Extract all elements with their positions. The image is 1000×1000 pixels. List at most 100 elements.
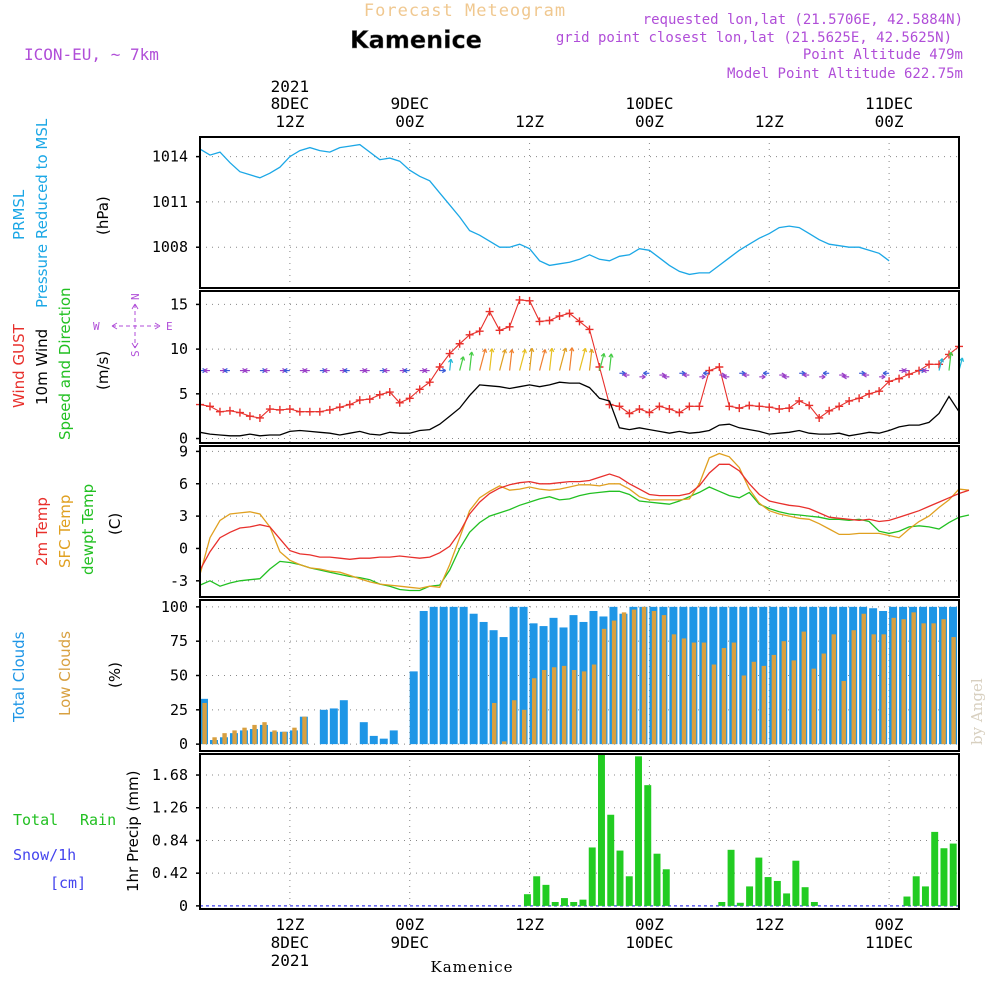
wind-line	[199, 381, 960, 437]
wind-arrow	[449, 359, 452, 371]
wind-arrow-head	[742, 372, 748, 378]
low-cloud-bar	[242, 727, 247, 745]
low-cloud-bar	[651, 610, 657, 745]
total-cloud-bar	[489, 630, 498, 745]
gust-point	[465, 330, 474, 339]
wind-arrow-head	[608, 353, 614, 358]
top-axis-date: 8DEC	[271, 94, 310, 113]
temp-ytick-label: -3	[170, 572, 188, 590]
wind-arrow-head	[938, 358, 944, 363]
temp-ytick-label: 9	[179, 442, 188, 460]
low-cloud-bar	[531, 678, 537, 745]
wind-arrow-head	[842, 374, 847, 380]
wind-arrow	[489, 348, 493, 371]
wind-arrow-head	[482, 348, 488, 353]
top-axis-hour: 12Z	[275, 112, 304, 131]
gust-point	[335, 403, 344, 412]
gust-point	[865, 389, 874, 398]
bottom-axis-hour: 12Z	[275, 915, 304, 934]
bottom-axis-hour: 00Z	[875, 915, 904, 934]
wind-arrow-head	[821, 374, 826, 380]
total-cloud-bar	[499, 637, 508, 745]
low-cloud-bar	[202, 702, 207, 745]
rain-bar	[921, 886, 929, 906]
compass-icon: N S W E	[93, 293, 173, 357]
rain-bar	[570, 901, 578, 906]
compass-w: W	[93, 320, 100, 333]
wind-ytick-label: 5	[179, 385, 188, 403]
clouds-frame-top	[199, 599, 960, 752]
temp-frame-top	[199, 445, 960, 598]
forecast-label: Forecast Meteogram	[364, 1, 566, 21]
gust-point	[245, 412, 254, 421]
total-cloud-bar	[449, 606, 458, 745]
rain-bar	[810, 901, 818, 906]
rain-bar	[653, 853, 661, 906]
wind-arrow	[938, 358, 943, 371]
total-cloud-bar	[509, 606, 518, 745]
gust-point	[685, 402, 694, 411]
pressure-ytick-label: 1014	[152, 148, 188, 166]
top-axis-date: 10DEC	[625, 94, 673, 113]
precip-unit: 1hr Precip (mm)	[124, 771, 142, 892]
low-cloud-bar	[262, 722, 267, 745]
point-altitude: Point Altitude 479m	[803, 47, 963, 63]
low-cloud-bar	[711, 664, 717, 745]
rain-bar	[542, 884, 550, 906]
gust-point	[525, 296, 534, 305]
low-cloud-bar	[811, 668, 816, 745]
wind-arrow-head	[948, 351, 954, 357]
rain-bar	[931, 831, 939, 906]
gust-point	[265, 405, 274, 414]
rain-bar	[579, 899, 587, 906]
low-cloud-bar	[571, 670, 577, 745]
wind-arrow-head	[922, 367, 927, 374]
temp-sfc-label: SFC Temp	[56, 495, 74, 568]
low-cloud-bar	[591, 664, 597, 745]
precip-cm-label: [cm]	[50, 874, 86, 892]
total-cloud-bar	[429, 606, 438, 745]
gust-point	[225, 406, 234, 415]
wind-arrow-head	[363, 367, 368, 374]
precip-ytick-label: 0.84	[152, 831, 188, 849]
gust-point	[555, 312, 564, 321]
wind-arrow-head	[283, 367, 288, 374]
wind-arrow-head	[223, 367, 228, 374]
place-title: Kamenice	[350, 26, 482, 54]
precip-ytick-label: 1.68	[152, 766, 188, 784]
gust-point	[325, 405, 334, 414]
gust-point	[215, 407, 224, 416]
top-axis-hour: 12Z	[515, 112, 544, 131]
gust-point	[585, 325, 594, 334]
precip-ytick-label: 1.26	[152, 799, 188, 817]
wind-arrow-head	[822, 370, 827, 376]
wind-dir-label: Speed and Direction	[56, 287, 74, 440]
precip-ytick-label: 0	[179, 897, 188, 915]
rain-bar	[727, 849, 735, 906]
gust-point	[415, 385, 424, 394]
wind-arrow-head	[881, 374, 886, 380]
gust-point	[285, 405, 294, 414]
pressure-labels: PRMSL Pressure Reduced to MSL (hPa)	[10, 118, 112, 308]
rain-bar	[662, 869, 670, 906]
temp-2m-label: 2m Temp	[33, 497, 51, 566]
total-cloud-bar	[319, 709, 328, 745]
low-cloud-bar	[761, 665, 767, 745]
rain-bar	[940, 848, 948, 906]
gust-point	[845, 396, 854, 405]
gust-point	[355, 396, 364, 405]
gust-point	[665, 405, 674, 414]
bottom-axis-date: 9DEC	[390, 933, 429, 952]
wind-arrow-head	[423, 367, 428, 374]
gust-point	[655, 402, 664, 411]
wind-unit: (m/s)	[94, 351, 112, 390]
wind-frame	[199, 290, 960, 444]
total-cloud-bar	[469, 613, 478, 745]
low-cloud-bar	[741, 675, 747, 745]
wind-arrow-head	[509, 349, 515, 354]
low-cloud-bar	[731, 642, 737, 745]
total-cloud-bar	[379, 738, 388, 745]
gust-point	[935, 360, 944, 369]
low-cloud-bar	[671, 634, 677, 745]
